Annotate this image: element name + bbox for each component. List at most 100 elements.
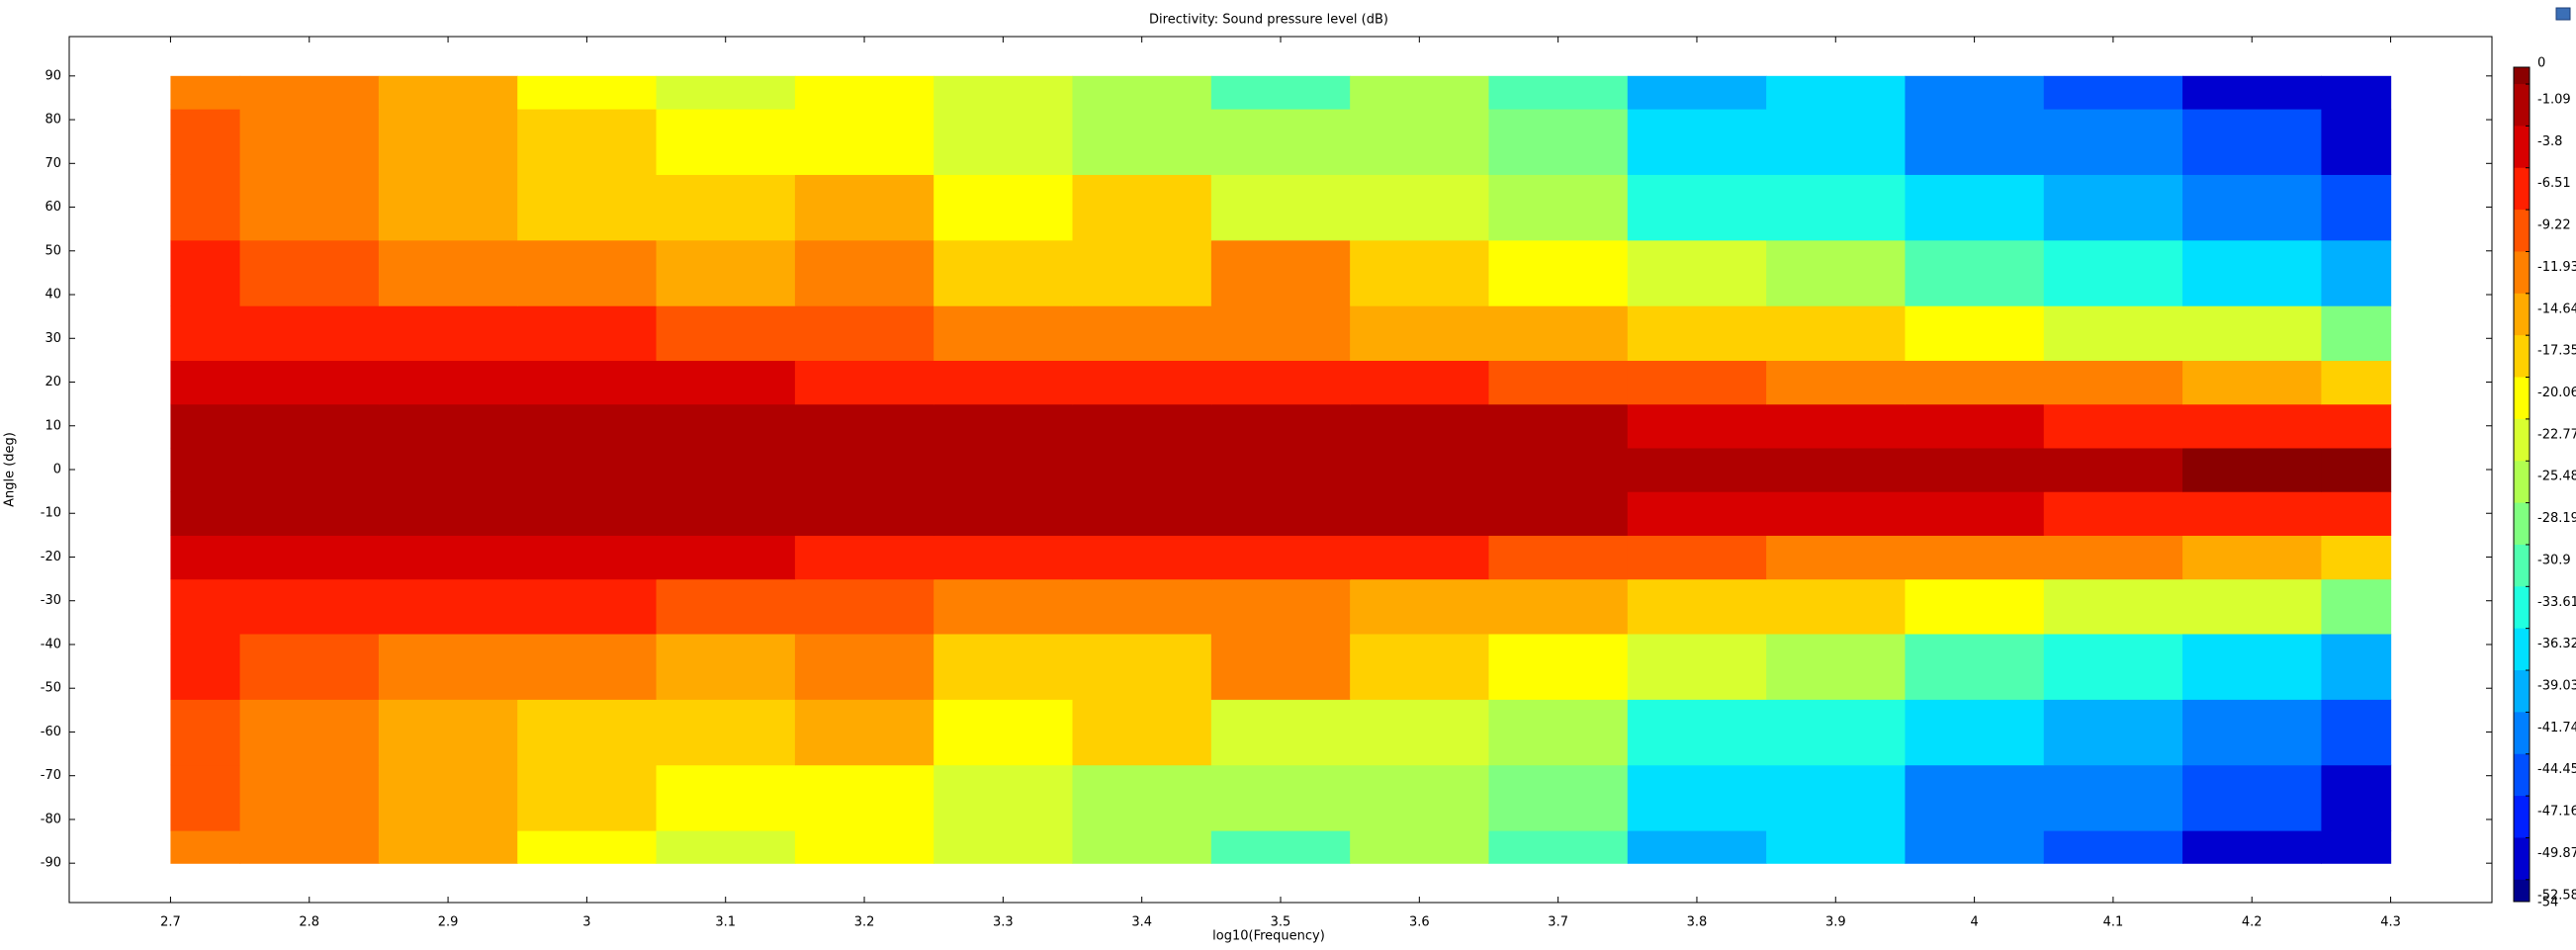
- y-tick-label: 90: [44, 68, 61, 83]
- contour-cell: [1627, 360, 1767, 405]
- x-axis-label: log10(Frequency): [1212, 929, 1325, 944]
- contour-cell: [1210, 699, 1351, 766]
- contour-cell: [239, 535, 380, 580]
- contour-cell: [1627, 239, 1767, 306]
- colorbar-tick-label: -44.45: [2537, 762, 2576, 777]
- contour-cell: [1488, 109, 1629, 175]
- colorbar-band: [2514, 879, 2530, 903]
- x-tick-label: 3.8: [1687, 915, 1708, 930]
- contour-cell: [239, 75, 380, 110]
- contour-cell: [1072, 174, 1212, 241]
- contour-cell: [794, 403, 934, 449]
- contour-cell: [2321, 830, 2392, 864]
- contour-cell: [1210, 239, 1351, 306]
- contour-cell: [1488, 403, 1629, 449]
- contour-cell: [378, 447, 518, 492]
- y-tick-label: 70: [44, 156, 61, 171]
- contour-cell: [1766, 764, 1907, 831]
- contour-cell: [1905, 830, 2045, 864]
- contour-cell: [2321, 109, 2392, 175]
- contour-cell: [656, 699, 796, 766]
- contour-cell: [2182, 764, 2323, 831]
- contour-cell: [2043, 447, 2183, 492]
- contour-cell: [517, 633, 658, 700]
- contour-cell: [1072, 633, 1212, 700]
- contour-cell: [794, 360, 934, 405]
- contour-cell: [1905, 109, 2045, 175]
- contour-cell: [656, 633, 796, 700]
- contour-cell: [1627, 109, 1767, 175]
- contour-cell: [1210, 174, 1351, 241]
- contour-cell: [933, 403, 1074, 449]
- contour-cell: [2043, 109, 2183, 175]
- contour-cell: [794, 75, 934, 110]
- contour-cell: [517, 174, 658, 241]
- contour-cell: [2321, 535, 2392, 580]
- colorbar-band: [2514, 167, 2530, 211]
- contour-cell: [2043, 491, 2183, 536]
- contour-cell: [517, 578, 658, 635]
- contour-cell: [1072, 305, 1212, 361]
- contour-cell: [2043, 633, 2183, 700]
- contour-cell: [1627, 535, 1767, 580]
- contour-cell: [933, 360, 1074, 405]
- contour-cell: [1072, 109, 1212, 175]
- contour-cell: [378, 830, 518, 864]
- contour-cell: [378, 174, 518, 241]
- contour-cell: [239, 239, 380, 306]
- contour-cell: [1350, 239, 1490, 306]
- contour-cell: [170, 578, 241, 635]
- contour-cell: [378, 764, 518, 831]
- contour-cell: [2043, 360, 2183, 405]
- chart-title: Directivity: Sound pressure level (dB): [1149, 13, 1388, 28]
- contour-cell: [1210, 764, 1351, 831]
- colorbar-tick-label: 0: [2537, 56, 2545, 71]
- colorbar-band: [2514, 210, 2530, 252]
- contour-cell: [517, 239, 658, 306]
- contour-cell: [794, 109, 934, 175]
- contour-cell: [933, 174, 1074, 241]
- colorbar-band: [2514, 84, 2530, 127]
- contour-cell: [1905, 239, 2045, 306]
- contour-cell: [2182, 305, 2323, 361]
- x-tick-label: 4.1: [2103, 915, 2124, 930]
- contour-cell: [794, 305, 934, 361]
- contour-cell: [656, 535, 796, 580]
- colorbar-band: [2514, 712, 2530, 755]
- contour-cell: [378, 535, 518, 580]
- contour-cell: [1072, 447, 1212, 492]
- contour-cell: [1766, 360, 1907, 405]
- contour-cell: [170, 75, 241, 110]
- contour-cell: [239, 633, 380, 700]
- contour-cell: [170, 764, 241, 831]
- toolbar-icon[interactable]: [2555, 7, 2571, 21]
- contour-cell: [517, 360, 658, 405]
- contour-cell: [1072, 830, 1212, 864]
- contour-cell: [656, 447, 796, 492]
- colorbar-tick-label: -11.93: [2537, 260, 2576, 275]
- contour-cell: [933, 699, 1074, 766]
- contour-cell: [1350, 764, 1490, 831]
- contour-cell: [517, 535, 658, 580]
- colorbar-band: [2514, 377, 2530, 420]
- colorbar-tick-label: -30.9: [2537, 553, 2571, 567]
- contour-cell: [1766, 239, 1907, 306]
- contour-cell: [933, 535, 1074, 580]
- colorbar-tick-label: -47.16: [2537, 805, 2576, 820]
- contour-cell: [2043, 305, 2183, 361]
- x-tick-label: 3.7: [1548, 915, 1568, 930]
- contour-cell: [170, 447, 241, 492]
- contour-cell: [239, 491, 380, 536]
- contour-cell: [1210, 360, 1351, 405]
- x-tick-label: 3.9: [1825, 915, 1846, 930]
- contour-cell: [239, 699, 380, 766]
- contour-cell: [378, 699, 518, 766]
- contour-cell: [1627, 764, 1767, 831]
- contour-cell: [1072, 403, 1212, 449]
- contour-cell: [1488, 491, 1629, 536]
- colorbar-tick-label: -54: [2537, 896, 2558, 910]
- contour-cell: [1488, 360, 1629, 405]
- contour-cell: [2182, 491, 2323, 536]
- colorbar-tick-label: -52.58: [2537, 888, 2576, 903]
- contour-cell: [1488, 633, 1629, 700]
